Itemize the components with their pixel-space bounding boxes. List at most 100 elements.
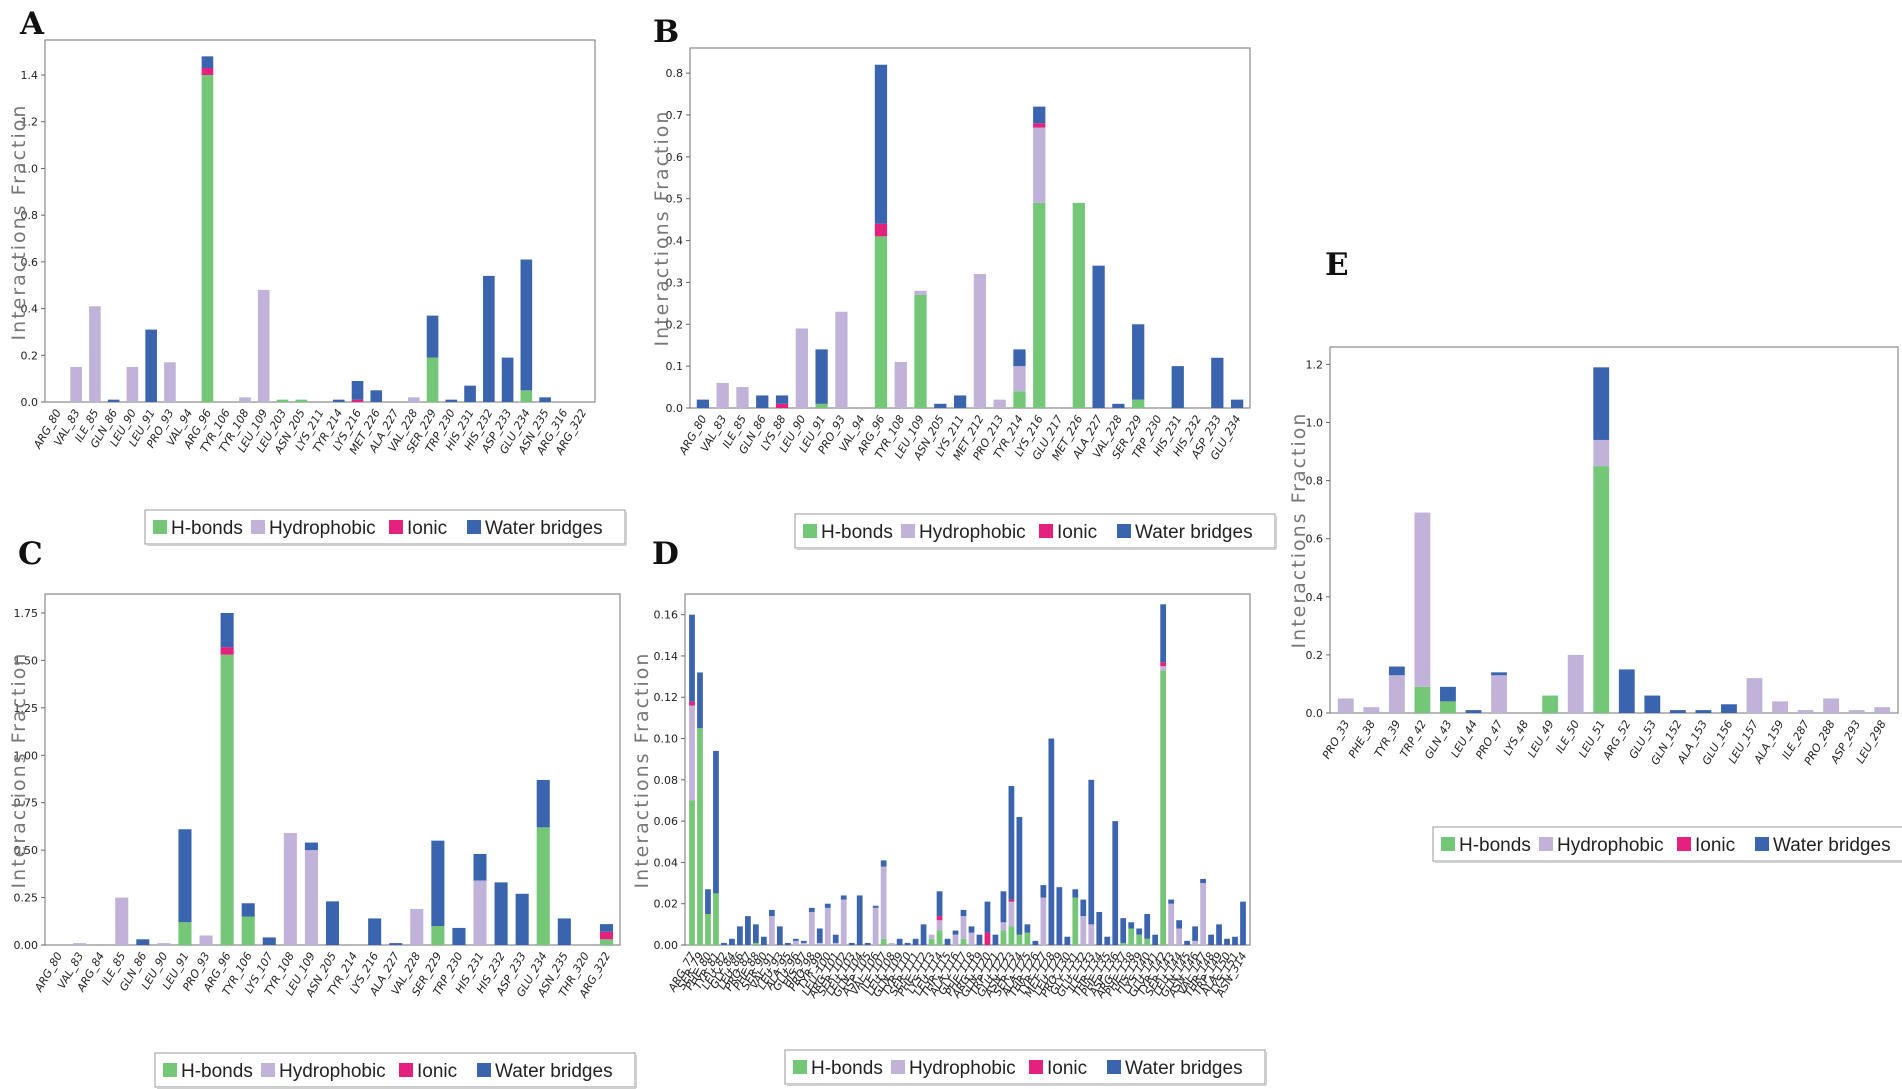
bar-segment-gln-43-water xyxy=(1440,686,1456,702)
y-tick-label: 0.0 xyxy=(666,402,684,415)
bar-segment-leu-298-hydrophobic xyxy=(1874,707,1891,713)
bar-segment-glu-132-water xyxy=(1080,899,1087,917)
bar-segment-ser-143-hydrophobic xyxy=(1168,903,1175,945)
bar-segment-asn-123-water xyxy=(1008,786,1015,900)
bar-segment-asp-233-water xyxy=(515,893,529,945)
bar-segment-val-228-hydrophobic xyxy=(407,397,420,402)
legend-swatch-hbonds xyxy=(153,520,167,534)
y-tick-label: 1.0 xyxy=(21,162,39,175)
bar-segment-asn-146-water xyxy=(1192,926,1198,941)
bar-segment-gln-104-water xyxy=(856,895,863,945)
bar-segment-val-91-hydrophobic xyxy=(768,916,775,945)
bar-segment-gln-120-ionic xyxy=(984,932,991,945)
chart-panel-c: C 0.00 0.25 0.50 0.75 1.00 1.25 1.50 1.75 Interac… xyxy=(8,536,637,1089)
y-tick-label: 1.75 xyxy=(14,607,39,620)
bar-segment-arg-96-water xyxy=(201,56,214,69)
bar-segment-lys-216-water xyxy=(351,380,364,400)
bar-segment-asn-123-hydrophobic xyxy=(1008,901,1015,927)
bar-segment-gln-145-water xyxy=(1184,940,1190,945)
bar-segment-leu-144-water xyxy=(1176,920,1182,929)
bar-segment-arg-96-hbonds xyxy=(874,236,888,408)
bar-segment-ser-90-water xyxy=(760,936,767,945)
bar-segment-ser-124-water xyxy=(1016,816,1023,935)
bar-segment-arg-96-ionic xyxy=(201,68,214,76)
bar-segment-his-231-water xyxy=(1171,366,1184,408)
bar-segment-arg-119-water xyxy=(976,934,983,945)
bar-segment-leu-114-hydrophobic xyxy=(936,920,943,931)
bar-segment-phe-80-hbonds xyxy=(705,914,711,945)
legend-swatch-water xyxy=(477,1063,491,1077)
y-tick-label: 0.6 xyxy=(21,256,39,269)
bar-segment-asp-293-hydrophobic xyxy=(1848,710,1865,713)
bar-segment-tyr-108-hydrophobic xyxy=(894,361,907,408)
chart-panel-e: E 0.0 0.2 0.4 0.6 0.8 1.0 1.2 Interactions Fract… xyxy=(1288,247,1902,863)
bar-segment-leu-91-water xyxy=(178,829,192,923)
bar-segment-val-83-hydrophobic xyxy=(716,382,729,408)
bar-segment-gln-152-water xyxy=(1669,710,1686,713)
bar-segment-pro-47-water xyxy=(1491,672,1507,676)
y-tick-label: 0.00 xyxy=(14,939,39,952)
bar-segment-gln-86-water xyxy=(107,399,120,402)
plot-frame xyxy=(44,39,596,403)
bar-segment-gly-117-hbonds xyxy=(960,938,967,945)
y-tick-label: 1.25 xyxy=(14,702,39,715)
bar-segment-leu-90-hydrophobic xyxy=(126,366,139,402)
bar-segment-lys-140-hbonds xyxy=(1144,938,1151,945)
bar-segment-leu-109-hydrophobic xyxy=(304,850,318,945)
bar-segment-arg-96-hbonds xyxy=(201,75,214,402)
legend-box xyxy=(1432,826,1902,862)
bar-segment-ser-229-water xyxy=(426,315,439,358)
bar-segment-tyr-142-hbonds xyxy=(1160,670,1167,945)
legend-swatch-hbonds xyxy=(803,524,817,538)
legend-label-hbonds: H-bonds xyxy=(181,1061,253,1082)
bar-segment-ala-159-hydrophobic xyxy=(1772,701,1788,713)
y-axis-label: Interactions Fraction xyxy=(8,652,30,889)
bar-segment-met-212-hydrophobic xyxy=(973,274,987,408)
bar-segment-pro-93-hydrophobic xyxy=(835,311,848,408)
bar-segment-lys-151-water xyxy=(1232,936,1238,945)
bar-segment-ala-227-water xyxy=(1092,265,1105,408)
bar-segment-tyr-106-water xyxy=(241,903,255,917)
bar-segment-lys-88-water xyxy=(775,395,789,404)
bar-segment-met-128-water xyxy=(1048,738,1055,945)
bar-segment-gly-131-hbonds xyxy=(1072,897,1079,945)
bar-segment-gly-117-water xyxy=(960,909,967,917)
bar-segment-tyr-108-hydrophobic xyxy=(239,397,251,402)
bar-segment-arg-52-water xyxy=(1618,669,1635,713)
legend-label-hbonds: H-bonds xyxy=(811,1058,883,1079)
legend-swatch-hydrophobic xyxy=(901,524,915,538)
bar-segment-pro-93-hydrophobic xyxy=(199,935,213,945)
bar-segment-arg-96-water xyxy=(220,612,234,648)
bar-segment-pro-98-water xyxy=(808,907,815,912)
bar-segment-tyr-106-hbonds xyxy=(241,916,255,945)
bar-segment-tyr-81-hbonds xyxy=(713,893,719,945)
bar-segment-arg-96-hbonds xyxy=(220,654,234,945)
bar-segment-val-91-water xyxy=(768,909,775,917)
y-tick-label: 0.04 xyxy=(654,856,679,869)
legend-swatch-hbonds xyxy=(793,1060,807,1074)
legend-swatch-water xyxy=(1117,524,1131,538)
bar-segment-asn-235-water xyxy=(539,397,551,402)
bar-segment-lys-216-ionic xyxy=(1033,123,1046,128)
bar-segment-lys-216-hydrophobic xyxy=(1033,127,1046,203)
bar-segment-leu-86-water xyxy=(737,926,743,945)
bar-segment-leu-100-hydrophobic xyxy=(824,907,831,945)
bar-segment-arg-80-water xyxy=(696,399,710,408)
bar-segment-tyr-110-water xyxy=(904,942,911,945)
bar-segment-glu-96-water xyxy=(792,938,799,941)
bar-segment-leu-203-hbonds xyxy=(276,399,289,402)
bar-segment-tyr-99-water xyxy=(816,928,823,943)
bar-segment-ala-125-hbonds xyxy=(1024,932,1031,945)
bar-segment-tyr-214-water xyxy=(332,399,345,402)
y-axis-label: Interactions Fraction xyxy=(631,652,653,889)
bar-segment-val-106-hydrophobic xyxy=(872,907,879,945)
bar-segment-pro-288-hydrophobic xyxy=(1823,698,1840,713)
bar-segment-phe-138-hbonds xyxy=(1128,928,1135,945)
legend-label-hydrophobic: Hydrophobic xyxy=(269,518,376,539)
bar-segment-lys-216-ionic xyxy=(351,399,364,402)
bar-segment-leu-114-hbonds xyxy=(936,930,943,945)
bar-segment-ser-229-hbonds xyxy=(431,926,445,945)
y-tick-label: 1.0 xyxy=(1306,417,1324,430)
legend-swatch-hbonds xyxy=(163,1063,177,1077)
bar-segment-trp-230-water xyxy=(445,399,458,402)
